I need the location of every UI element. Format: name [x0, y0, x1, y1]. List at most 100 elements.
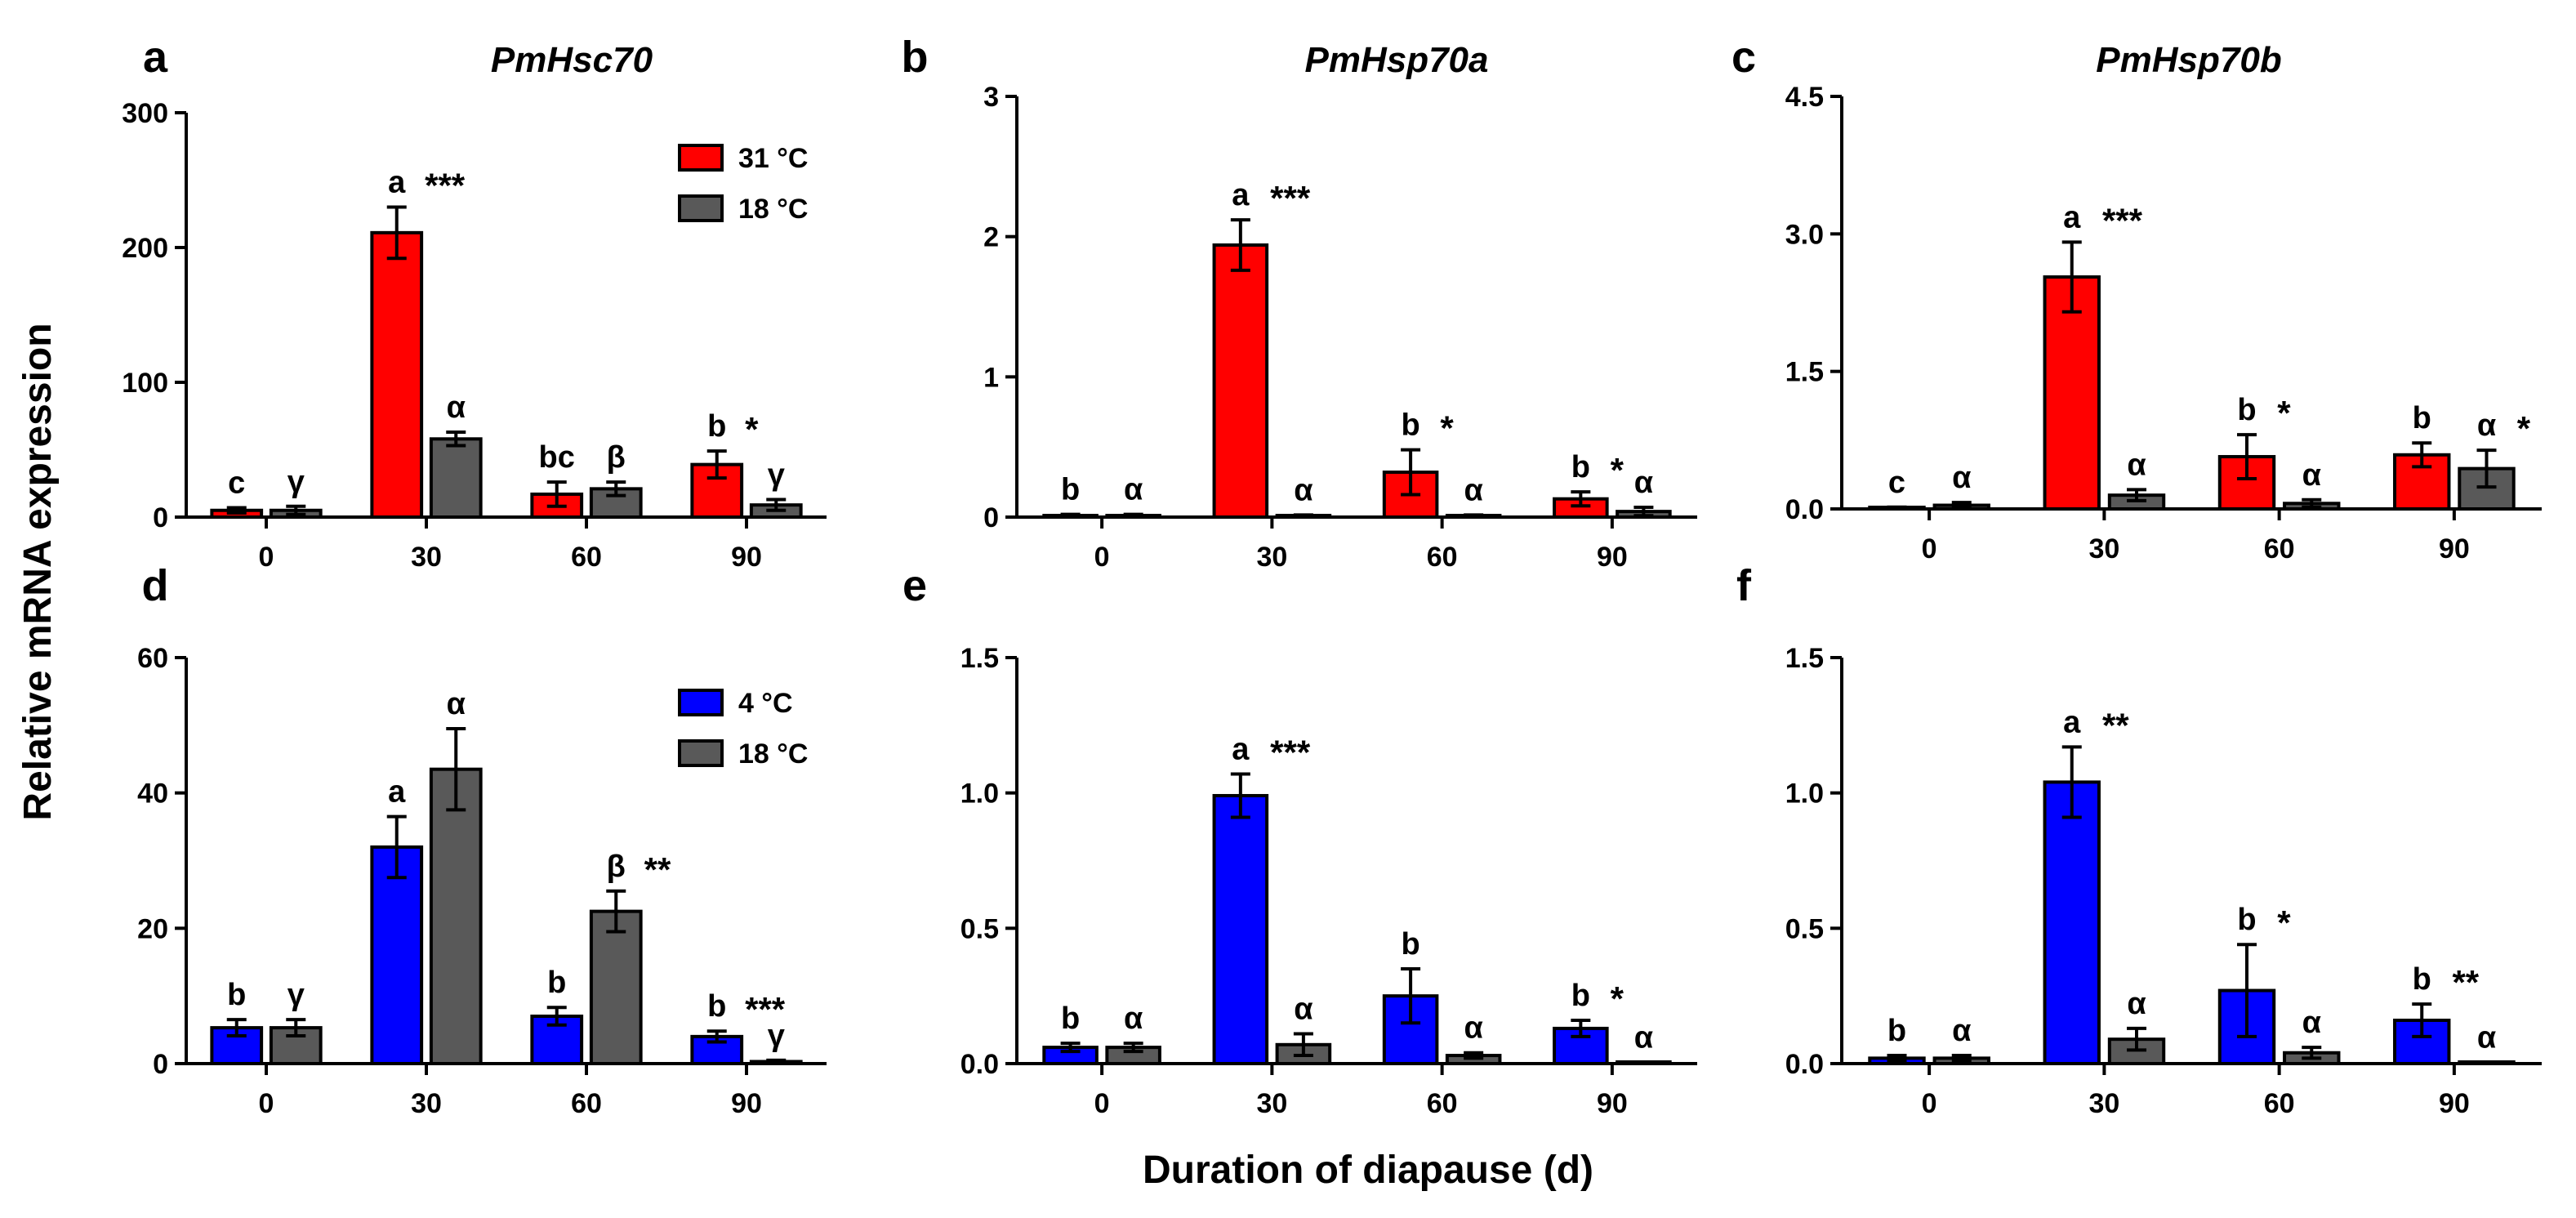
y-tick-label: 0 [153, 1049, 168, 1080]
significance-stars: ** [2102, 706, 2129, 744]
significance-letter: γ [287, 978, 305, 1012]
significance-letter: α [1294, 473, 1313, 507]
x-tick-label: 60 [571, 542, 602, 573]
x-tick-label: 30 [1256, 1088, 1287, 1119]
significance-letter: c [1888, 466, 1905, 500]
significance-letter: b [707, 409, 726, 444]
panel-e: e 0.0 0.5 1.0 1.5 0 30 60 90 b a *** b b * α α α α [902, 561, 1697, 1119]
legend-label: 4 °C [738, 688, 793, 719]
significance-stars: * [2277, 394, 2291, 432]
x-tick-label: 60 [571, 1088, 602, 1119]
significance-letter: a [2063, 705, 2081, 739]
panel-letter: c [1731, 33, 1756, 82]
legend-swatch [678, 739, 724, 767]
significance-letter: b [1571, 450, 1590, 484]
significance-letter: α [2127, 448, 2146, 482]
y-tick-label: 1.0 [960, 779, 999, 810]
bar-4C-30 [370, 845, 424, 1066]
significance-letter: α [1124, 473, 1143, 507]
significance-stars: * [1611, 979, 1624, 1018]
significance-letter: b [547, 966, 566, 1000]
panel-letter: f [1736, 561, 1752, 610]
panel-letter: b [902, 33, 929, 82]
bar-31C-60 [2217, 455, 2276, 511]
y-tick-label: 0.0 [1785, 494, 1824, 525]
x-tick-label: 0 [1094, 542, 1110, 573]
x-tick-label: 0 [1922, 533, 1937, 564]
y-axis-title: Relative mRNA expression [16, 323, 60, 820]
significance-letter: b [1061, 1002, 1080, 1036]
y-tick-label: 0 [983, 502, 999, 533]
significance-letter: bc [539, 440, 575, 475]
y-tick-label: 20 [137, 913, 168, 944]
legend-label: 31 °C [738, 143, 808, 174]
x-tick-label: 30 [2088, 1088, 2119, 1119]
x-tick-label: 90 [2439, 1088, 2470, 1119]
x-tick-label: 60 [2264, 1088, 2295, 1119]
significance-letter: β [607, 440, 626, 475]
legend-label: 18 °C [738, 738, 808, 770]
y-tick-label: 60 [137, 643, 168, 674]
bar-4C-30 [2043, 780, 2101, 1065]
bar-31C-30 [2043, 275, 2101, 511]
y-tick-label: 100 [122, 368, 168, 399]
significance-letter: α [2302, 1006, 2321, 1040]
x-tick-label: 60 [1427, 542, 1458, 573]
significance-stars: *** [1270, 179, 1311, 217]
bar-18C-30 [429, 437, 483, 519]
panel-title: PmHsc70 [491, 40, 653, 80]
significance-letter: γ [287, 465, 305, 499]
significance-letter: α [1634, 1020, 1653, 1055]
significance-letter: γ [768, 1019, 785, 1053]
bar-18C-60 [589, 909, 643, 1065]
significance-stars: * [2277, 903, 2291, 942]
panel-letter: a [143, 33, 168, 82]
x-tick-label: 90 [731, 1088, 762, 1119]
y-tick-label: 1.5 [1785, 357, 1824, 388]
y-tick-label: 3.0 [1785, 219, 1824, 250]
y-tick-label: 0 [153, 502, 168, 533]
bar-31C-30 [1212, 243, 1269, 519]
significance-letter: b [2237, 393, 2256, 427]
x-tick-label: 30 [411, 1088, 442, 1119]
x-tick-label: 0 [1922, 1088, 1937, 1119]
significance-letter: b [227, 978, 246, 1012]
bar-18C-30 [429, 767, 483, 1065]
significance-letter: α [2477, 1020, 2496, 1055]
significance-stars: * [1440, 409, 1454, 448]
significance-letter: b [1061, 473, 1080, 507]
significance-letter: b [1887, 1014, 1906, 1048]
significance-letter: α [1294, 993, 1313, 1027]
y-tick-label: 1.5 [1785, 643, 1824, 674]
x-tick-label: 90 [731, 542, 762, 573]
y-tick-label: 200 [122, 233, 168, 264]
bar-31C-30 [370, 230, 424, 519]
significance-stars: ** [2452, 963, 2479, 1002]
x-tick-label: 60 [2264, 533, 2295, 564]
x-tick-label: 0 [259, 542, 274, 573]
y-tick-label: 0.5 [960, 913, 999, 944]
x-axis-title: Duration of diapause (d) [1143, 1149, 1593, 1192]
y-tick-label: 4.5 [1785, 82, 1824, 113]
y-tick-label: 1.5 [960, 643, 999, 674]
legend-label: 18 °C [738, 194, 808, 225]
x-tick-label: 0 [1094, 1088, 1110, 1119]
significance-letter: α [447, 390, 466, 425]
significance-stars: *** [2102, 201, 2143, 239]
significance-letter: b [1401, 408, 1419, 443]
significance-letter: α [1464, 473, 1482, 507]
y-tick-label: 0.0 [1785, 1049, 1824, 1080]
significance-letter: α [1952, 461, 1971, 495]
significance-stars: * [745, 410, 759, 448]
significance-letter: α [1634, 466, 1653, 500]
significance-stars: * [2517, 409, 2531, 448]
legend-swatch [678, 144, 724, 172]
significance-letter: b [1571, 979, 1590, 1013]
significance-letter: α [447, 687, 466, 721]
significance-letter: b [2413, 401, 2431, 435]
significance-stars: *** [425, 167, 466, 205]
significance-stars: * [1611, 451, 1624, 489]
y-tick-label: 1.0 [1785, 779, 1824, 810]
